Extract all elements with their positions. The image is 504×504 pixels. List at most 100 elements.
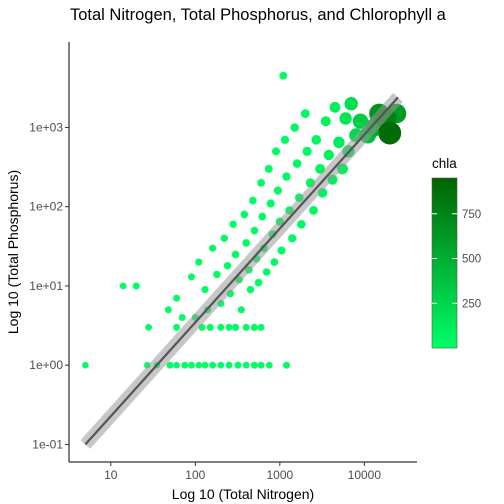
data-point	[320, 116, 331, 127]
data-point	[82, 361, 89, 369]
data-point	[257, 361, 265, 369]
x-tick-label: 1000	[266, 468, 293, 482]
data-point	[288, 234, 297, 243]
data-point	[277, 246, 286, 255]
points-layer	[82, 71, 407, 369]
data-point	[249, 196, 257, 205]
data-point	[132, 282, 140, 290]
data-point	[262, 268, 271, 276]
data-point	[234, 361, 242, 369]
data-point	[217, 361, 225, 369]
data-point	[217, 323, 225, 331]
data-point	[229, 220, 237, 228]
data-point	[273, 186, 282, 195]
y-axis-ticks: 1e-01 1e+00 1e+01 1e+02 1e+03	[29, 121, 69, 451]
data-point	[264, 164, 273, 173]
data-point	[290, 123, 300, 132]
data-point	[309, 206, 318, 215]
data-point	[300, 109, 310, 118]
data-point	[333, 136, 345, 148]
data-point	[195, 258, 203, 266]
data-point	[173, 361, 180, 369]
plot-panel	[80, 71, 407, 449]
data-point	[311, 135, 322, 145]
data-point	[250, 226, 259, 235]
colorbar-title: chla	[432, 156, 457, 171]
data-point	[254, 278, 263, 287]
data-point	[223, 262, 232, 270]
colorbar-ticks: 250 500 750	[432, 209, 481, 310]
chart-title: Total Nitrogen, Total Phosphorus, and Ch…	[70, 6, 447, 24]
data-point	[242, 361, 250, 369]
data-point	[315, 164, 325, 174]
data-point	[250, 323, 258, 331]
data-point	[231, 250, 240, 259]
data-point	[225, 323, 233, 331]
data-point	[266, 199, 275, 208]
x-tick-label: 100	[185, 468, 205, 482]
data-point	[119, 282, 127, 290]
data-point	[178, 314, 186, 321]
data-point	[270, 258, 279, 266]
x-tick-label: 10000	[348, 468, 382, 482]
data-point	[302, 146, 312, 156]
colorbar-tick-label: 250	[462, 298, 481, 310]
data-point	[225, 361, 233, 369]
data-point	[164, 306, 172, 314]
data-point	[206, 323, 214, 331]
data-point	[257, 323, 265, 331]
colorbar-tick-label: 500	[462, 254, 481, 266]
data-point	[242, 239, 250, 247]
data-point	[378, 121, 402, 145]
regression-line	[84, 96, 399, 446]
data-point	[323, 149, 334, 161]
data-point	[201, 286, 209, 294]
data-point	[237, 306, 245, 314]
data-point	[283, 361, 290, 369]
data-point	[209, 361, 217, 369]
data-point	[257, 179, 265, 187]
data-point	[195, 361, 203, 369]
data-point	[173, 323, 181, 331]
y-axis-title: Log 10 (Total Phosphorus)	[5, 170, 21, 334]
data-point	[166, 361, 174, 369]
data-point	[292, 159, 302, 168]
colorbar-legend: chla 250 500 750	[431, 156, 481, 349]
x-tick-label: 10	[104, 468, 118, 482]
y-tick-label: 1e+01	[29, 279, 63, 293]
data-point	[297, 220, 306, 229]
data-point	[280, 135, 290, 144]
data-point	[201, 361, 209, 369]
data-point	[282, 172, 291, 181]
colorbar-bar	[431, 177, 458, 349]
data-point	[258, 212, 267, 221]
y-tick-label: 1e+03	[29, 121, 63, 135]
data-point	[145, 324, 153, 331]
data-point	[188, 361, 195, 369]
y-tick-label: 1e+00	[29, 358, 63, 372]
regression-layer	[80, 93, 403, 449]
data-point	[250, 361, 258, 369]
data-point	[209, 244, 217, 252]
data-point	[181, 361, 189, 369]
data-point	[188, 273, 195, 281]
x-axis-ticks: 10 100 1000 10000	[104, 462, 381, 482]
y-tick-label: 1e+02	[29, 200, 63, 214]
data-point	[242, 323, 250, 331]
data-point	[173, 294, 181, 302]
data-point	[246, 285, 255, 294]
data-point	[213, 270, 221, 279]
data-point	[279, 71, 288, 80]
data-point	[232, 323, 240, 331]
data-point	[339, 112, 352, 125]
data-point	[265, 361, 273, 369]
data-point	[344, 97, 358, 111]
y-tick-label: 1e-01	[32, 437, 63, 451]
data-point	[272, 147, 280, 156]
data-point	[240, 210, 249, 219]
data-point	[329, 101, 341, 113]
data-point	[220, 234, 228, 242]
x-axis-title: Log 10 (Total Nitrogen)	[172, 486, 314, 502]
colorbar-tick-label: 750	[462, 209, 481, 221]
